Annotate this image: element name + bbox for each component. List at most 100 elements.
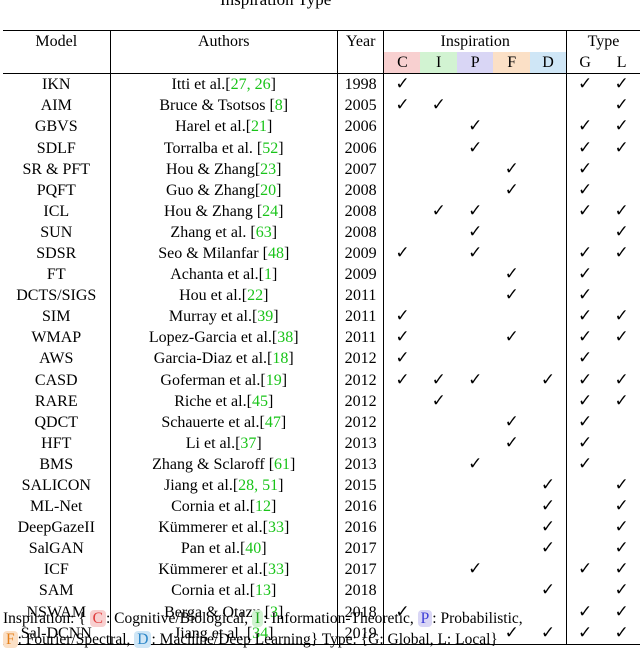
citation-link[interactable]: 33 [267, 519, 284, 537]
citation-link[interactable]: 22 [247, 287, 264, 305]
cell-year: 2012 [336, 390, 384, 412]
cell-check [420, 74, 457, 96]
cell-check [420, 348, 457, 369]
table-row: IKN Itti et al.[27, 26] 1998 ✓ ✓ ✓ [3, 73, 640, 96]
citation-link[interactable]: 23 [260, 160, 277, 178]
checkmark-icon: ✓ [468, 200, 483, 221]
cell-check: ✓ [457, 370, 494, 391]
citation-link[interactable]: 1 [263, 266, 272, 284]
cell-model: ICF [43, 561, 69, 579]
cell-check [457, 95, 494, 116]
citation-link[interactable]: 37 [240, 434, 257, 452]
cell-check: ✓ [493, 285, 530, 306]
cell-check [603, 433, 640, 454]
cell-check [493, 243, 530, 264]
cell-year: 2009 [336, 264, 384, 286]
legend-chip-c: C [89, 610, 106, 627]
cell-check: ✓ [566, 601, 604, 623]
citation-link[interactable]: 45 [251, 392, 268, 410]
cell-check: ✓ [603, 391, 640, 412]
cell-check [383, 179, 421, 201]
cell-check [457, 475, 494, 496]
citation-link[interactable]: 52 [262, 139, 279, 157]
cell-check: ✓ [566, 411, 604, 433]
citation-link[interactable]: 38 [277, 329, 294, 347]
citation-link[interactable]: 27, 26 [230, 76, 271, 94]
citation-link[interactable]: 19 [265, 371, 282, 389]
cell-check: ✓ [603, 222, 640, 243]
cell-check [530, 327, 567, 348]
cell-check [383, 411, 421, 433]
cell-check [566, 580, 604, 602]
table-row: SalGAN Pan et al.[40] 2017 ✓ ✓ [3, 538, 640, 560]
cell-check [530, 391, 567, 412]
cell-check [566, 95, 604, 117]
cell-check: ✓ [383, 242, 421, 265]
table-row: WMAP Lopez-Garcia et al.[38] 2011 ✓ ✓ ✓ ✓ [3, 327, 640, 349]
cell-check [530, 433, 567, 454]
sub-header-i: I [420, 52, 457, 75]
checkmark-icon: ✓ [468, 559, 483, 580]
citation-link[interactable]: 33 [267, 561, 284, 579]
citation-link[interactable]: 63 [255, 223, 272, 241]
cell-check [383, 517, 421, 539]
citation-link[interactable]: 3 [270, 603, 279, 621]
table-row: FT Achanta et al.[1] 2009 ✓ ✓ [3, 264, 640, 286]
cell-authors: Jiang et al.[28, 51] [109, 474, 338, 497]
sub-header-c: C [383, 52, 421, 75]
cell-check: ✓ [493, 433, 530, 454]
checkmark-icon: ✓ [504, 411, 519, 432]
cell-check: ✓ [383, 348, 421, 370]
cell-check: ✓ [603, 496, 640, 517]
cell-check [493, 222, 530, 243]
cell-check [383, 390, 421, 412]
citation-link[interactable]: 8 [274, 97, 283, 115]
cell-check: ✓ [530, 496, 567, 517]
citation-link[interactable]: 40 [245, 540, 262, 558]
cell-check [383, 200, 421, 222]
citation-link[interactable]: 20 [260, 181, 277, 199]
citation-link[interactable]: 39 [257, 308, 274, 326]
cell-check [420, 137, 457, 158]
cell-check: ✓ [493, 180, 530, 201]
cell-check: ✓ [566, 432, 604, 454]
cell-check: ✓ [566, 200, 604, 222]
cell-check [420, 496, 457, 517]
cell-authors: Riche et al.[45] [109, 390, 338, 412]
citation-link[interactable]: 18 [272, 350, 289, 368]
citation-link[interactable]: 28, 51 [238, 477, 279, 495]
table-row: AIM Bruce & Tsotsos [8] 2005 ✓ ✓ ✓ [3, 95, 640, 117]
cell-year: 2011 [336, 306, 384, 328]
citation-link[interactable]: 21 [251, 118, 268, 136]
citation-link[interactable]: 61 [274, 455, 291, 473]
cell-check [457, 496, 494, 517]
citation-link[interactable]: 12 [255, 498, 272, 516]
citation-link[interactable]: 24 [262, 202, 279, 220]
cell-authors: Zhang & Sclaroff [61] [109, 453, 338, 475]
table-row: SDSR Seo & Milanfar [48] 2009 ✓ ✓ ✓ ✓ [3, 242, 640, 265]
cell-check: ✓ [603, 201, 640, 222]
cell-check: ✓ [566, 242, 604, 265]
checkmark-icon: ✓ [578, 200, 593, 221]
citation-link[interactable]: 48 [267, 244, 284, 262]
cell-check [420, 580, 457, 601]
cell-check: ✓ [603, 243, 640, 264]
cell-check [420, 412, 457, 433]
table-footnote: Inspiration: { C: Cognitive/Biological, … [3, 608, 640, 650]
cell-check [457, 517, 494, 538]
table-row: PQFT Guo & Zhang[20] 2008 ✓ ✓ [3, 179, 640, 201]
sub-header-f: F [493, 52, 530, 75]
cell-check [457, 433, 494, 454]
legend-chip-i: I [251, 610, 264, 627]
cell-check: ✓ [603, 116, 640, 137]
cell-check [530, 159, 567, 180]
cell-check [493, 391, 530, 412]
citation-link[interactable]: 34 [252, 624, 269, 642]
cell-model: SIM [42, 308, 71, 326]
cell-check [530, 348, 567, 369]
citation-link[interactable]: 47 [264, 413, 281, 431]
citation-link[interactable]: 13 [255, 582, 272, 600]
cell-check: ✓ [383, 327, 421, 349]
cell-authors: Seo & Milanfar [48] [109, 242, 338, 265]
cell-year: 2013 [336, 432, 384, 454]
